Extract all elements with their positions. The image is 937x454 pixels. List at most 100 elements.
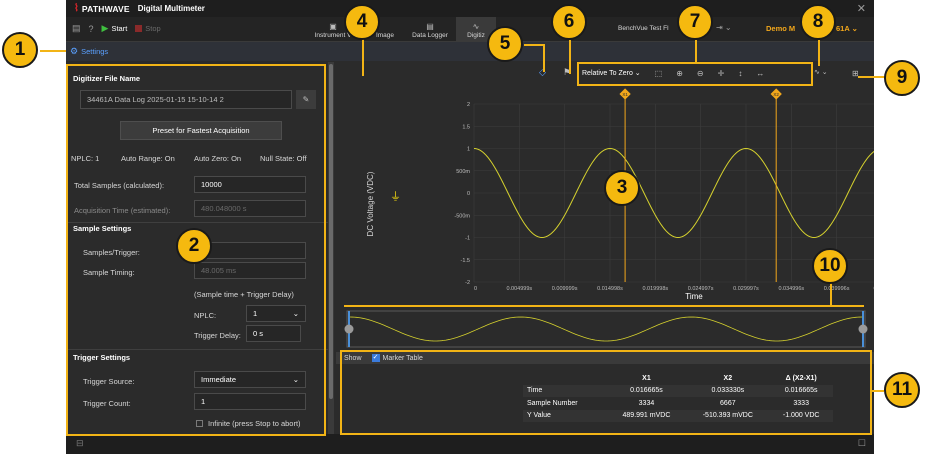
overview-strip[interactable] bbox=[344, 309, 868, 349]
settings-link[interactable]: Settings bbox=[81, 47, 109, 56]
trigger-settings-title: Trigger Settings bbox=[73, 353, 131, 362]
session-label[interactable]: BenchVue Test Fl bbox=[618, 25, 669, 32]
auto-zero-status: Auto Zero: On bbox=[194, 154, 242, 163]
status-bar: ⊟ ☐ bbox=[66, 434, 874, 454]
null-state-status: Null State: Off bbox=[260, 154, 307, 163]
x-tick-label: 0.034996s bbox=[778, 286, 804, 292]
callout-6: 6 bbox=[551, 4, 587, 40]
calendar-icon[interactable]: ▤ bbox=[72, 23, 81, 33]
plot-area bbox=[334, 62, 874, 434]
sample-timing-field: 48.005 ms bbox=[194, 262, 306, 279]
highlight-marker-table bbox=[340, 350, 872, 435]
marker-label: X2 bbox=[773, 92, 779, 97]
main-chart[interactable]: 2 1.5 1 500m 0 -500m -1 -1.5 -2 0 0.004999s 0.0099… bbox=[334, 82, 874, 304]
tab-label: Image bbox=[375, 32, 395, 39]
horizontal-fit-icon[interactable]: ↔ bbox=[756, 68, 765, 78]
chevron-down-icon: ⌄ bbox=[292, 309, 299, 318]
acq-time-label: Acquisition Time (estimated): bbox=[74, 206, 171, 215]
digitizer-file-title: Digitizer File Name bbox=[73, 74, 141, 83]
stop-button[interactable]: Stop bbox=[135, 24, 161, 33]
relative-to-zero-select[interactable]: Relative To Zero ⌄ bbox=[582, 70, 641, 77]
x-axis-ticks: 0 0.004999s 0.009999s 0.014998s 0.019998s 0.0… bbox=[474, 286, 874, 292]
y-axis-ticks: 2 1.5 1 500m 0 -500m -1 -1.5 -2 bbox=[454, 102, 470, 286]
callout-10: 10 bbox=[812, 248, 848, 284]
right-drag-handle[interactable] bbox=[858, 324, 868, 334]
app-title: Digital Multimeter bbox=[137, 4, 205, 13]
flag-icon[interactable]: ⚑ bbox=[563, 67, 572, 77]
edit-pencil-icon[interactable]: ✎ bbox=[296, 90, 316, 109]
plot-type-menu[interactable]: ∿ ⌄ bbox=[814, 69, 828, 76]
infinite-label: Infinite (press Stop to abort) bbox=[208, 419, 301, 428]
start-button[interactable]: ▶ Start bbox=[102, 23, 128, 34]
marker-table-bar: Show ✓ Marker Table bbox=[336, 352, 874, 364]
help-icon[interactable]: ? bbox=[88, 23, 94, 34]
overview-waveform bbox=[349, 316, 863, 342]
trigger-source-select[interactable]: Immediate ⌄ bbox=[194, 371, 306, 388]
x-tick-label: 0.029997s bbox=[733, 286, 759, 292]
zoom-out-icon[interactable]: ⊖ bbox=[696, 68, 704, 78]
y-tick-label: -500m bbox=[454, 213, 470, 219]
show-label: Show bbox=[344, 354, 362, 362]
trigger-delay-field[interactable]: 0 s bbox=[246, 325, 301, 342]
x-tick-label: 0.009999s bbox=[552, 286, 578, 292]
x-tick-label: 0.019998s bbox=[642, 286, 668, 292]
total-samples-field: 10000 bbox=[194, 176, 306, 193]
nplc-status: NPLC: 1 bbox=[71, 154, 100, 163]
file-name-field[interactable]: 34461A Data Log 2025-01-15 15-10-14 2 bbox=[80, 90, 292, 109]
gear-icon[interactable]: ⚙ bbox=[70, 46, 79, 56]
y-axis-label: DC Voltage (VDC) bbox=[366, 171, 375, 236]
main-toolbar: ▤ ? ▶ Start Stop ▣ Instrument V Image ▤ … bbox=[66, 17, 874, 42]
close-icon[interactable]: ✕ bbox=[856, 3, 866, 15]
stop-label: Stop bbox=[145, 24, 161, 33]
pan-icon[interactable]: ✛ bbox=[717, 68, 725, 78]
highlight-overview bbox=[344, 305, 864, 307]
vertical-fit-icon[interactable]: ↕ bbox=[738, 68, 743, 78]
start-label: Start bbox=[111, 24, 128, 33]
tab-instrument-view[interactable]: ▣ Instrument V bbox=[302, 17, 364, 42]
chat-icon[interactable]: ☐ bbox=[857, 438, 866, 448]
trigger-count-field[interactable]: 1 bbox=[194, 393, 306, 410]
plot-toolbar: Relative To Zero ⌄ ⬚ ⊕ ⊖ ✛ ↕ ↔ bbox=[582, 64, 764, 82]
callout-8: 8 bbox=[800, 4, 836, 40]
trigger-source-value: Immediate bbox=[201, 375, 237, 384]
settings-bar: ⚙ Settings bbox=[66, 42, 874, 61]
table-row: Y Value 489.991 mVDC -510.393 mVDC -1.00… bbox=[523, 409, 833, 422]
stop-icon bbox=[135, 25, 143, 32]
marker-table-checkbox[interactable]: ✓ bbox=[371, 354, 380, 362]
tab-label: Data Logger bbox=[412, 32, 448, 39]
zoom-in-icon[interactable]: ⊕ bbox=[676, 68, 683, 78]
add-marker-icon[interactable]: ◇ bbox=[539, 67, 546, 77]
total-samples-label: Total Samples (calculated): bbox=[74, 181, 165, 190]
pathwave-logo-icon: ⌇ bbox=[74, 3, 79, 14]
infinite-checkbox[interactable] bbox=[196, 420, 203, 427]
waveform-line bbox=[473, 147, 874, 239]
plot-settings-icon[interactable]: ⊞ bbox=[852, 69, 859, 78]
marker-table-label: Marker Table bbox=[382, 354, 423, 362]
preset-fastest-button[interactable]: Preset for Fastest Acquisition bbox=[120, 121, 282, 140]
x-tick-label: 0 bbox=[474, 286, 477, 292]
nplc-select[interactable]: 1 ⌄ bbox=[246, 305, 306, 322]
marker-table: X1 X2 Δ (X2-X1) Time 0.016665s 0.033330s… bbox=[523, 372, 833, 422]
callout-5: 5 bbox=[487, 26, 523, 62]
brand-name: PATHWAVE bbox=[81, 3, 130, 14]
nplc-label: NPLC: bbox=[194, 311, 217, 320]
sample-settings-title: Sample Settings bbox=[73, 224, 132, 233]
table-header: Δ (X2-X1) bbox=[785, 374, 817, 382]
digitizer-icon: ∿ bbox=[472, 22, 480, 31]
x-tick-label: 0.039996s bbox=[824, 286, 850, 292]
marker-x2-handle[interactable] bbox=[770, 88, 782, 100]
export-icon[interactable]: ⇥ ⌄ bbox=[716, 23, 732, 32]
tab-data-logger[interactable]: ▤ Data Logger bbox=[406, 17, 454, 42]
y-tick-label: 1.5 bbox=[462, 124, 470, 130]
left-drag-handle[interactable] bbox=[344, 324, 354, 334]
table-header: X1 bbox=[642, 374, 651, 382]
scrollbar-thumb[interactable] bbox=[329, 64, 333, 399]
zoom-box-icon[interactable]: ⬚ bbox=[654, 68, 663, 78]
instrument-suffix[interactable]: 61A ⌄ bbox=[836, 24, 858, 33]
callout-2: 2 bbox=[176, 228, 212, 264]
instrument-label: Demo M bbox=[766, 24, 796, 33]
instrument-selector[interactable]: Demo M bbox=[766, 24, 795, 33]
panel-toggle-icon[interactable]: ⊟ bbox=[76, 438, 84, 448]
table-header: X2 bbox=[723, 374, 733, 382]
tab-image[interactable]: Image bbox=[368, 17, 402, 42]
